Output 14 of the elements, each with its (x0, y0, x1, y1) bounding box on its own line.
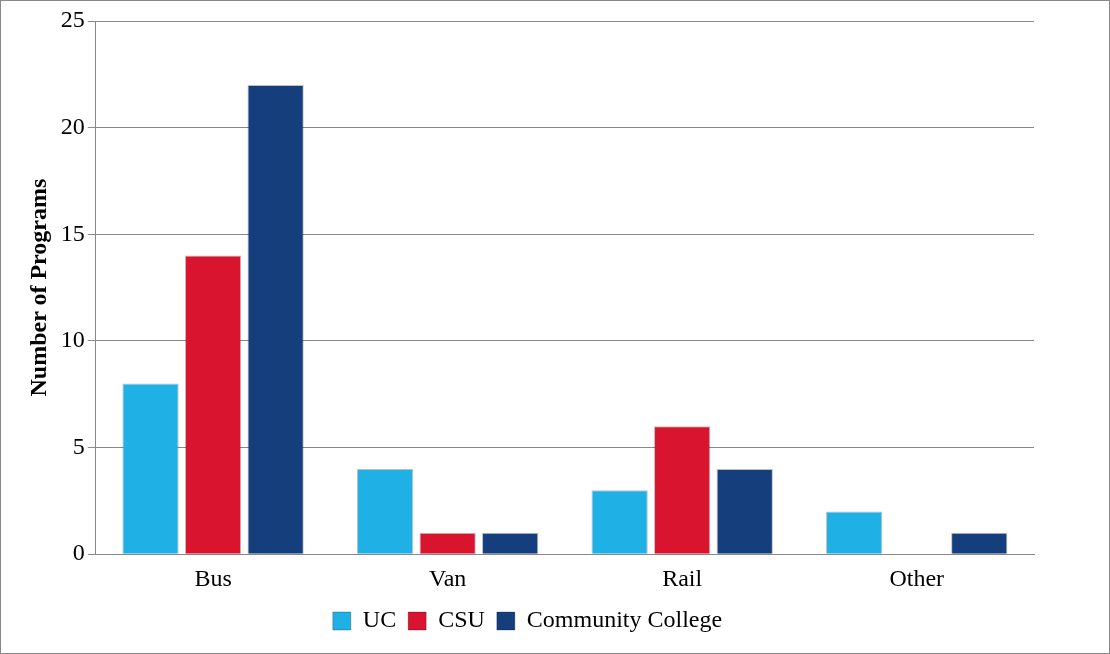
legend-label: CSU (438, 606, 485, 633)
y-axis-title: Number of Programs (24, 178, 51, 397)
y-tick-label: 25 (60, 6, 85, 33)
y-tick-label: 5 (72, 432, 85, 459)
x-tick-label: Other (889, 564, 945, 591)
y-tick-label: 20 (60, 112, 85, 139)
legend-label: UC (362, 606, 397, 633)
x-tick-label: Van (428, 564, 467, 591)
x-tick-label: Rail (662, 564, 703, 591)
y-tick-label: 0 (72, 539, 85, 566)
y-tick-label: 15 (60, 219, 85, 246)
legend-label: Community College (526, 606, 723, 633)
x-tick-label: Bus (194, 564, 232, 591)
y-tick-label: 10 (60, 326, 85, 353)
